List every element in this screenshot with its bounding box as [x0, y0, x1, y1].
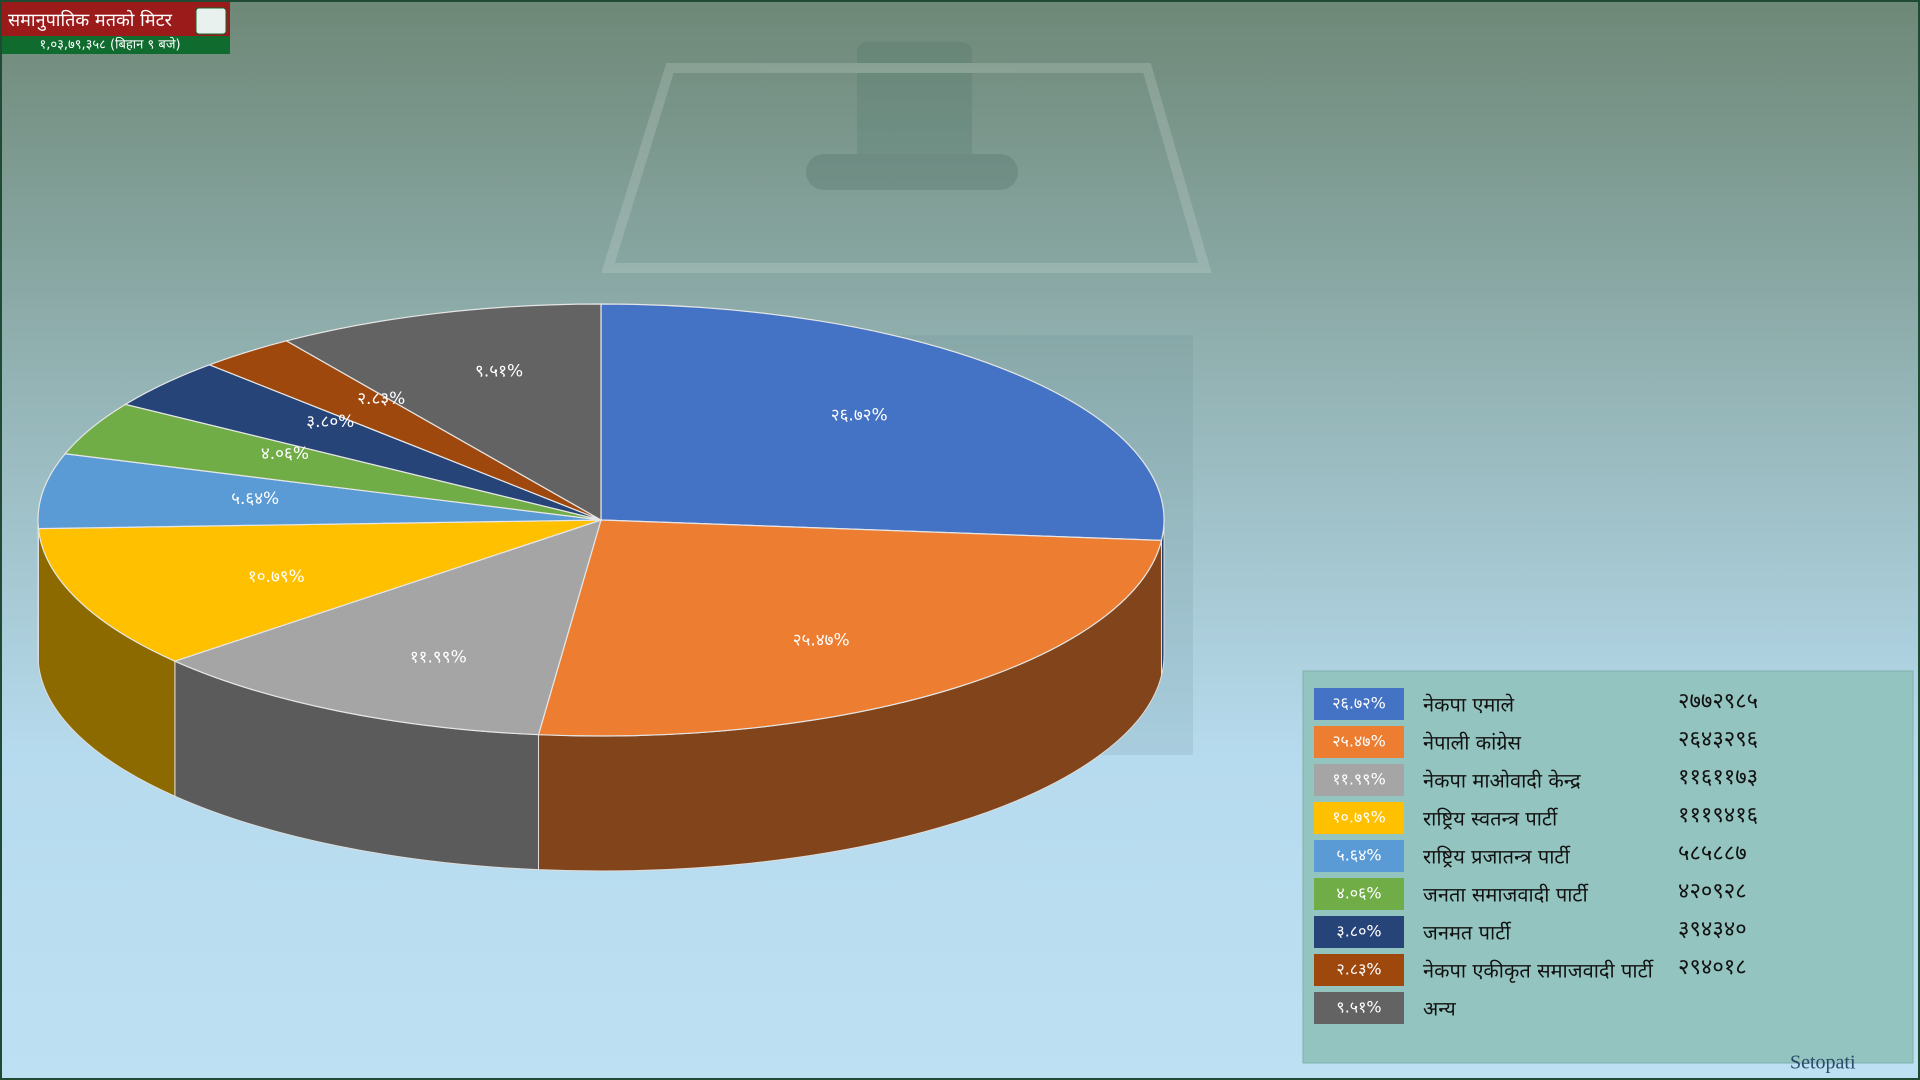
brand: Setopati	[1790, 1052, 1856, 1074]
header-title-bg	[2, 2, 230, 36]
ballot-icon	[195, 7, 227, 35]
pie-slice	[37, 453, 602, 530]
legend-swatch-label: ४.०६%	[1336, 884, 1381, 903]
slice-label: २.८३%	[357, 389, 405, 409]
slice-label: ४.०६%	[261, 444, 309, 464]
header-subtitle: १,०३,७९,३५८ (बिहान ९ बजे)	[39, 37, 180, 53]
legend-label: राष्ट्रिय स्वतन्त्र पार्टी	[1423, 807, 1558, 831]
legend-label: अन्य	[1423, 997, 1456, 1021]
slice-label: ५.६४%	[231, 489, 279, 509]
legend-label: नेपाली कांग्रेस	[1423, 731, 1522, 755]
vote-count: ४२०९२८	[1678, 879, 1747, 904]
legend-label: जनता समाजवादी पार्टी	[1423, 883, 1588, 907]
legend-swatch	[1314, 878, 1404, 910]
slice-label: ११.९९%	[410, 648, 467, 668]
pie-slice	[284, 303, 602, 522]
legend-label: नेकपा माओवादी केन्द्र	[1423, 769, 1581, 793]
slice-label: १०.७९%	[248, 567, 305, 587]
legend-label: नेकपा एकीकृत समाजवादी पार्टी	[1423, 959, 1654, 984]
legend-label: जनमत पार्टी	[1423, 921, 1511, 945]
pie: २६.७२% २५.४७% ११.९९% १०.७९% ५.६४% ४.०६% ३.८०%२…	[37, 303, 1165, 872]
legend-swatch-label: १०.७९%	[1332, 808, 1386, 827]
vote-count: ११६११७३	[1678, 765, 1758, 790]
header: समानुपातिक मतको मिटर १,०३,७९,३५८ (बिहान …	[2, 2, 230, 54]
legend-swatch-label: ११.९९%	[1332, 770, 1386, 789]
header-subtitle-bg	[2, 36, 230, 54]
legend-swatch	[1314, 954, 1404, 986]
slice-label: २५.४७%	[793, 631, 850, 651]
vote-count: २६४३२९६	[1678, 727, 1758, 752]
slice-label: ९.५१%	[475, 361, 523, 381]
legend-swatch-label: ३.८०%	[1336, 922, 1381, 941]
pie-slice	[537, 519, 1163, 737]
legend-swatch-label: ९.५१%	[1336, 998, 1381, 1017]
legend-swatch-label: २.८३%	[1336, 960, 1381, 979]
legend-swatch-label: २६.७२%	[1332, 694, 1386, 713]
slice-label: २६.७२%	[831, 405, 888, 425]
vote-count: २९४०१८	[1678, 955, 1747, 980]
legend-label: राष्ट्रिय प्रजातन्त्र पार्टी	[1423, 845, 1570, 869]
slice-label: ३.८०%	[306, 412, 354, 432]
pie-slice	[37, 519, 602, 662]
legend-swatch	[1314, 992, 1404, 1024]
header-title: समानुपातिक मतको मिटर	[8, 9, 173, 31]
pie-slice	[600, 303, 1165, 542]
legend-swatch-label: ५.६४%	[1336, 846, 1381, 865]
legend-swatch	[1314, 916, 1404, 948]
vote-count: १११९४१६	[1678, 803, 1758, 828]
vote-count: २७७२९८५	[1678, 689, 1758, 714]
legend-swatch	[1314, 726, 1404, 758]
legend-label: नेकपा एमाले	[1423, 693, 1515, 717]
legend-swatch	[1314, 840, 1404, 872]
legend: २६.७२% नेकपा एमाले २७७२९८५ २५.४७% नेपाली कां…	[1314, 688, 1758, 1024]
vote-count: ५८५८८७	[1678, 841, 1747, 866]
legend-swatch	[1314, 802, 1404, 834]
legend-box	[1302, 670, 1914, 1064]
vote-count: ३९४३४०	[1678, 917, 1747, 942]
legend-swatch-label: २५.४७%	[1332, 732, 1386, 751]
legend-swatch	[1314, 764, 1404, 796]
legend-swatch	[1314, 688, 1404, 720]
pie-slice	[173, 519, 602, 736]
